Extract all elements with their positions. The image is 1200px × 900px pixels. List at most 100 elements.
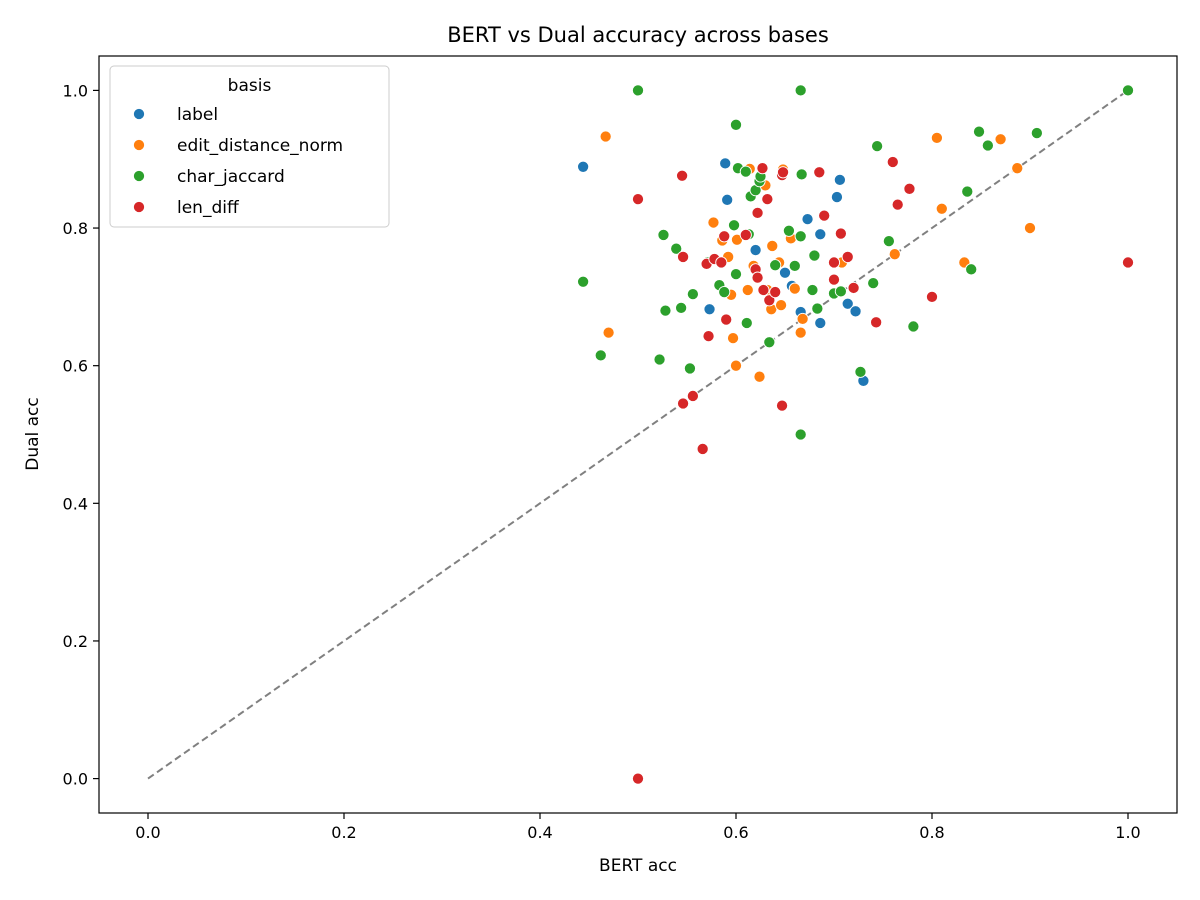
point-char_jaccard-4 bbox=[657, 228, 670, 241]
point-len_diff-35 bbox=[903, 182, 916, 195]
point-len_diff-24 bbox=[776, 166, 790, 179]
legend: basis label edit_distance_norm char_jaccard… bbox=[109, 65, 390, 228]
point-len_diff-1 bbox=[631, 772, 645, 785]
chart-title: BERT vs Dual accuracy across bases bbox=[447, 23, 829, 47]
legend-label-len_diff: len_diff bbox=[177, 198, 240, 218]
y-tick-label: 0.2 bbox=[63, 632, 88, 651]
point-edit_distance_norm-1 bbox=[602, 326, 615, 339]
point-char_jaccard-30 bbox=[794, 230, 807, 243]
point-len_diff-34 bbox=[891, 198, 904, 211]
point-edit_distance_norm-29 bbox=[994, 133, 1007, 146]
x-tick-label: 0.2 bbox=[331, 823, 356, 842]
point-char_jaccard-46 bbox=[1030, 127, 1043, 140]
point-edit_distance_norm-0 bbox=[599, 130, 612, 143]
point-edit_distance_norm-9 bbox=[741, 283, 754, 297]
legend-box bbox=[109, 65, 390, 228]
point-edit_distance_norm-22 bbox=[794, 326, 807, 339]
point-len_diff-12 bbox=[720, 313, 733, 326]
point-len_diff-5 bbox=[686, 389, 699, 403]
point-char_jaccard-7 bbox=[675, 301, 688, 314]
x-tick-label: 0.0 bbox=[135, 823, 160, 842]
point-label-7 bbox=[749, 244, 762, 257]
point-edit_distance_norm-25 bbox=[888, 248, 901, 261]
point-char_jaccard-41 bbox=[907, 320, 920, 333]
point-char_jaccard-18 bbox=[740, 316, 753, 330]
reference-line-y-equals-x bbox=[147, 89, 1129, 780]
point-char_jaccard-29 bbox=[794, 428, 807, 441]
point-char_jaccard-33 bbox=[808, 249, 821, 262]
series-len_diff bbox=[631, 155, 1135, 785]
x-tick-label: 1.0 bbox=[1115, 823, 1140, 842]
point-len_diff-22 bbox=[776, 399, 789, 412]
point-len_diff-25 bbox=[813, 166, 826, 179]
point-len_diff-6 bbox=[696, 442, 709, 456]
point-char_jaccard-6 bbox=[670, 242, 683, 255]
point-char_jaccard-2 bbox=[631, 84, 645, 97]
point-char_jaccard-43 bbox=[965, 263, 978, 276]
axes: 0.0 0.2 0.4 0.6 0.8 1.0 0.0 0.2 0.4 0.6 0.8 1.0 bbox=[63, 55, 1178, 842]
point-label-10 bbox=[703, 303, 716, 316]
point-char_jaccard-13 bbox=[727, 219, 741, 232]
point-label-13 bbox=[841, 297, 854, 310]
point-edit_distance_norm-27 bbox=[935, 202, 948, 215]
point-edit_distance_norm-26 bbox=[930, 131, 943, 144]
point-edit_distance_norm-12 bbox=[753, 370, 766, 383]
legend-marker-len_diff bbox=[132, 200, 146, 214]
point-char_jaccard-45 bbox=[981, 139, 994, 152]
point-edit_distance_norm-21 bbox=[788, 282, 801, 295]
point-char_jaccard-36 bbox=[834, 285, 847, 298]
point-char_jaccard-26 bbox=[782, 224, 795, 237]
point-char_jaccard-37 bbox=[854, 365, 867, 378]
point-char_jaccard-5 bbox=[659, 304, 672, 317]
point-char_jaccard-3 bbox=[653, 353, 666, 366]
point-len_diff-32 bbox=[870, 316, 883, 329]
x-tick-label: 0.6 bbox=[723, 823, 748, 842]
point-len_diff-15 bbox=[751, 206, 764, 219]
legend-marker-label bbox=[132, 107, 146, 121]
legend-marker-edit_distance_norm bbox=[132, 138, 146, 152]
point-char_jaccard-40 bbox=[882, 235, 895, 248]
point-char_jaccard-28 bbox=[794, 84, 807, 97]
legend-title: basis bbox=[228, 76, 272, 96]
x-tick-label: 0.4 bbox=[527, 823, 552, 842]
point-len_diff-28 bbox=[827, 273, 841, 286]
point-char_jaccard-9 bbox=[686, 288, 699, 301]
point-char_jaccard-44 bbox=[972, 125, 986, 138]
point-label-3 bbox=[833, 173, 846, 186]
point-char_jaccard-25 bbox=[769, 259, 782, 272]
point-char_jaccard-24 bbox=[763, 336, 776, 349]
y-tick-label: 0.6 bbox=[63, 357, 88, 376]
point-len_diff-2 bbox=[676, 169, 689, 182]
axes-frame bbox=[98, 55, 1178, 814]
point-char_jaccard-32 bbox=[806, 283, 819, 297]
point-label-4 bbox=[830, 191, 843, 204]
point-char_jaccard-15 bbox=[729, 268, 743, 281]
y-tick-label: 0.8 bbox=[63, 219, 88, 238]
point-char_jaccard-47 bbox=[1121, 84, 1135, 97]
point-char_jaccard-12 bbox=[718, 285, 731, 299]
y-axis-label: Dual acc bbox=[23, 397, 43, 471]
point-len_diff-10 bbox=[715, 256, 728, 269]
y-tick-label: 0.0 bbox=[63, 770, 88, 789]
point-len_diff-16 bbox=[751, 271, 764, 284]
point-len_diff-30 bbox=[841, 250, 854, 263]
point-len_diff-29 bbox=[834, 227, 847, 240]
point-len_diff-17 bbox=[756, 162, 769, 175]
point-char_jaccard-27 bbox=[788, 259, 801, 272]
legend-marker-char_jaccard bbox=[132, 169, 146, 183]
point-edit_distance_norm-30 bbox=[1011, 162, 1024, 175]
point-len_diff-3 bbox=[677, 250, 690, 263]
point-char_jaccard-39 bbox=[871, 140, 884, 153]
legend-label-char_jaccard: char_jaccard bbox=[177, 167, 285, 187]
point-char_jaccard-17 bbox=[739, 165, 752, 178]
point-edit_distance_norm-31 bbox=[1023, 221, 1037, 235]
point-char_jaccard-38 bbox=[867, 277, 880, 290]
point-len_diff-33 bbox=[886, 155, 899, 169]
point-edit_distance_norm-23 bbox=[796, 312, 809, 325]
point-char_jaccard-14 bbox=[729, 118, 743, 131]
point-edit_distance_norm-7 bbox=[729, 359, 743, 372]
legend-label-label: label bbox=[177, 105, 218, 125]
point-len_diff-20 bbox=[763, 294, 776, 307]
point-label-1 bbox=[719, 157, 732, 170]
